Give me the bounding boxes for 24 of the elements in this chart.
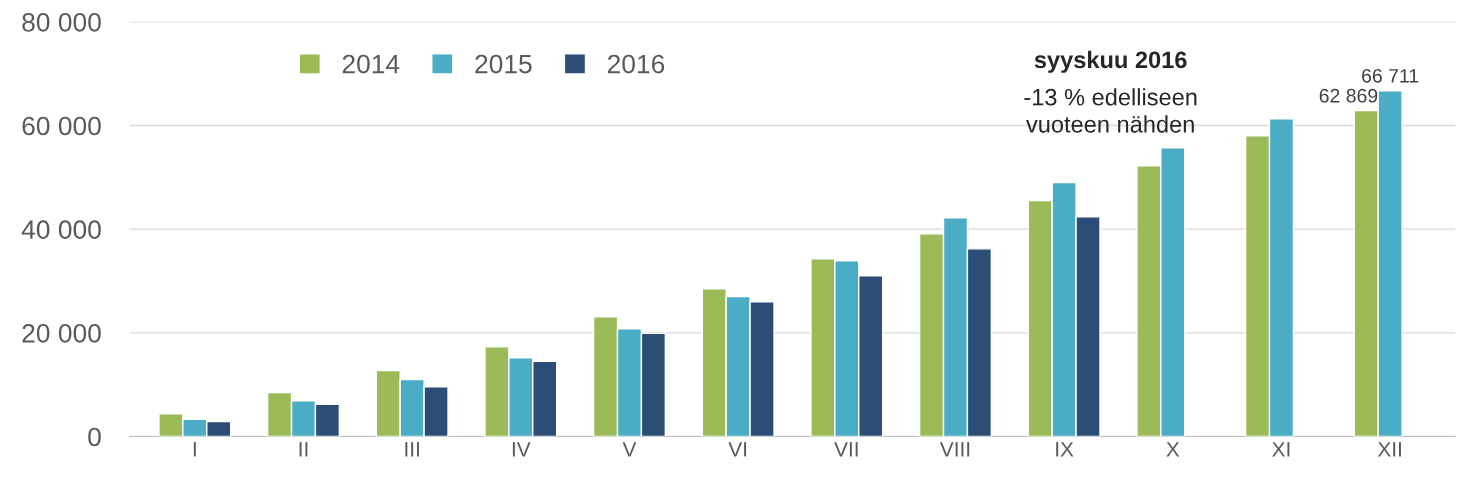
y-tick-label: 40 000 bbox=[21, 220, 101, 239]
x-tick-label: VIII bbox=[939, 442, 970, 457]
x-tick-label: IV bbox=[512, 442, 531, 457]
x-tick-label: V bbox=[622, 442, 637, 457]
y-tick-label: 80 000 bbox=[22, 12, 101, 32]
annotation: syyskuu 2016 bbox=[1034, 50, 1187, 73]
x-tick-label: VII bbox=[834, 442, 858, 457]
data-label: 66 711 bbox=[1362, 68, 1419, 83]
x-tick-label: IX bbox=[1056, 442, 1074, 457]
x-tick-label: X bbox=[1166, 442, 1180, 457]
legend-label: 2015 bbox=[475, 54, 532, 74]
x-tick-label: XII bbox=[1377, 442, 1401, 457]
x-tick-label: III bbox=[405, 442, 419, 457]
legend-label: 2014 bbox=[342, 54, 400, 74]
legend-label: 2016 bbox=[607, 54, 665, 74]
x-tick-label: I bbox=[193, 442, 196, 457]
y-tick-label: 20 000 bbox=[22, 323, 101, 343]
x-tick-label: II bbox=[299, 442, 308, 457]
y-tick-label: 0 bbox=[88, 427, 101, 447]
y-tick-label: 60 000 bbox=[22, 116, 101, 136]
annotation: -13 % edelliseen vuoteen nähden bbox=[1024, 88, 1197, 133]
x-tick-label: XI bbox=[1272, 442, 1290, 457]
x-tick-label: VI bbox=[728, 442, 747, 457]
data-label: 62 869 bbox=[1319, 88, 1378, 103]
